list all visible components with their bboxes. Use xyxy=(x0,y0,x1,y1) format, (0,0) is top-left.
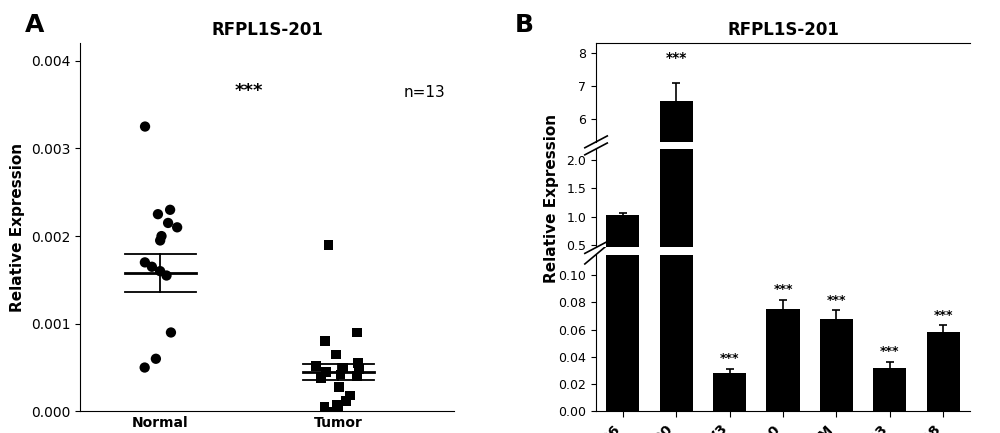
Bar xyxy=(766,313,800,316)
Text: ***: *** xyxy=(773,283,793,296)
Point xyxy=(137,123,153,130)
Text: ***: *** xyxy=(880,346,900,359)
Bar xyxy=(927,314,960,316)
Bar xyxy=(873,368,906,411)
Point xyxy=(144,263,160,270)
Text: ***: *** xyxy=(934,309,953,322)
Point xyxy=(350,360,366,367)
Point xyxy=(308,362,324,369)
Bar xyxy=(713,271,746,273)
Text: A: A xyxy=(25,13,44,37)
Point xyxy=(313,375,329,381)
Bar xyxy=(820,269,853,273)
Bar xyxy=(927,270,960,273)
Bar xyxy=(606,215,639,273)
Bar xyxy=(606,0,639,411)
Y-axis label: Relative Expression: Relative Expression xyxy=(544,113,559,283)
Point xyxy=(159,272,175,279)
Point xyxy=(160,220,176,226)
Point xyxy=(349,329,365,336)
Bar xyxy=(606,282,639,316)
Point xyxy=(338,397,354,404)
Point xyxy=(331,383,347,390)
Point xyxy=(137,259,153,266)
Title: RFPL1S-201: RFPL1S-201 xyxy=(211,21,323,39)
Bar xyxy=(660,0,693,273)
Point xyxy=(317,404,333,410)
Point xyxy=(329,401,345,408)
Bar xyxy=(873,315,906,316)
Point xyxy=(317,338,333,345)
Point xyxy=(330,406,346,413)
Point xyxy=(163,329,179,336)
Point xyxy=(162,207,178,213)
Point xyxy=(154,233,170,239)
Bar xyxy=(820,314,853,316)
Bar xyxy=(660,101,693,316)
Point xyxy=(137,364,153,371)
Point xyxy=(152,237,168,244)
Text: ***: *** xyxy=(720,352,739,365)
Point xyxy=(328,351,344,358)
Point xyxy=(332,371,348,378)
Y-axis label: Relative Expression: Relative Expression xyxy=(10,143,25,312)
Text: ***: *** xyxy=(827,294,846,307)
Point xyxy=(169,224,185,231)
Point xyxy=(148,355,164,362)
Bar xyxy=(713,373,746,411)
Point xyxy=(335,364,351,371)
Bar xyxy=(660,0,693,411)
Point xyxy=(152,268,168,275)
Bar xyxy=(927,332,960,411)
Point xyxy=(318,368,334,375)
Text: ***: *** xyxy=(235,82,263,100)
Text: ***: *** xyxy=(665,52,687,65)
Bar xyxy=(820,319,853,411)
Text: n=13: n=13 xyxy=(403,85,445,100)
Bar xyxy=(713,315,746,316)
Bar xyxy=(766,309,800,411)
Title: RFPL1S-201: RFPL1S-201 xyxy=(727,21,839,39)
Point xyxy=(342,392,358,399)
Point xyxy=(150,211,166,218)
Text: B: B xyxy=(515,13,534,37)
Point xyxy=(349,373,365,380)
Bar xyxy=(766,268,800,273)
Point xyxy=(320,241,336,248)
Bar xyxy=(873,271,906,273)
Point xyxy=(324,408,340,415)
Point xyxy=(351,366,367,373)
